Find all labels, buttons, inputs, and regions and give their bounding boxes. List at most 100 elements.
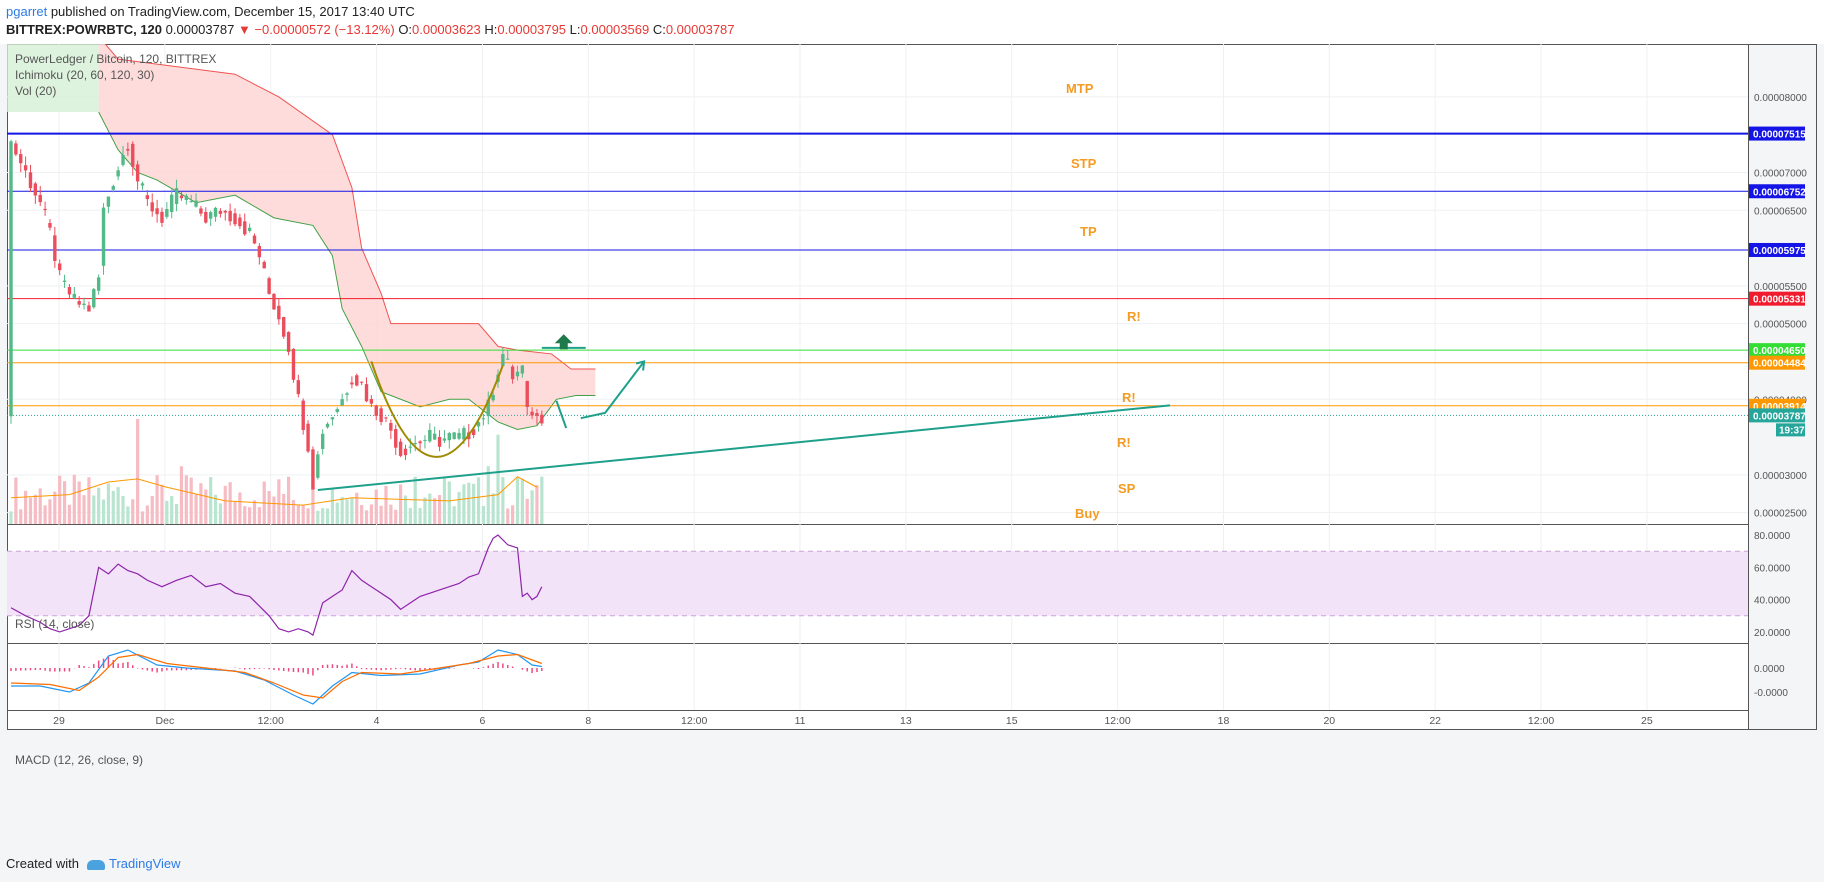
- close-value: 0.00003787: [665, 22, 735, 37]
- volume-bar: [306, 508, 310, 524]
- volume-bar: [116, 487, 120, 524]
- candle-body: [267, 278, 271, 294]
- time-tick-label: 6: [480, 715, 486, 727]
- candle-body: [379, 408, 383, 422]
- level-price-label: 0.00003914: [1753, 402, 1806, 413]
- volume-bar: [496, 434, 500, 524]
- candle-body: [121, 154, 125, 165]
- volume-bar: [165, 500, 169, 524]
- volume-bar: [350, 497, 354, 524]
- volume-bar: [82, 495, 86, 524]
- annotation-stp: STP: [1071, 156, 1097, 171]
- candle-body: [14, 143, 18, 155]
- volume-bar: [447, 481, 451, 524]
- volume-bar: [486, 466, 490, 524]
- volume-bar: [101, 499, 106, 524]
- low-label: L:: [569, 22, 581, 37]
- volume-bar: [24, 490, 28, 524]
- volume-bar: [330, 489, 335, 524]
- volume-bar: [389, 504, 393, 524]
- level-price-label: 0.00004484: [1753, 359, 1806, 370]
- volume-bar: [272, 496, 276, 524]
- axes: 29 Dec 12:00 4 6 8 12:00 11 13 15 12:00 18 20 22 12:00…: [53, 93, 1807, 727]
- candle-body: [374, 405, 378, 416]
- candle-body: [174, 188, 179, 205]
- volume-bar: [131, 499, 135, 524]
- candle-body: [213, 207, 218, 217]
- volume-bar: [515, 476, 520, 524]
- price-tick-label: 0.00008000: [1754, 93, 1807, 104]
- candle-body: [189, 201, 193, 203]
- chart-border: [7, 44, 1817, 730]
- volume-bar: [374, 489, 378, 524]
- candle-body: [540, 414, 544, 424]
- candle-body: [408, 446, 413, 448]
- volume-bar: [403, 495, 408, 524]
- volume-bar: [428, 493, 432, 524]
- volume-bar: [457, 491, 461, 524]
- candle-body: [111, 186, 115, 190]
- volume-bar: [535, 485, 539, 524]
- candle-body: [301, 400, 305, 430]
- annotation-buy: Buy: [1075, 506, 1100, 521]
- countdown-label: 19:37: [1779, 425, 1805, 436]
- macd-line: [11, 649, 542, 705]
- level-price-badge: [1749, 126, 1805, 141]
- candle-body: [38, 194, 42, 203]
- volume-bar: [248, 507, 252, 524]
- candle-body: [364, 384, 369, 402]
- candle-body: [471, 429, 476, 436]
- level-price-label: 0.00004650: [1753, 346, 1806, 357]
- volume-bar: [43, 505, 47, 524]
- price-tick-label: 0.00003000: [1754, 471, 1807, 482]
- signal-line: [10, 653, 543, 699]
- candle-body: [369, 399, 374, 404]
- macd-pane-background: [7, 644, 1748, 710]
- ohlc-line: BITTREX:POWRBTC, 120 0.00003787 ▼ −0.000…: [6, 22, 735, 37]
- author-link[interactable]: pgarret: [6, 4, 48, 19]
- candle-body: [432, 433, 437, 440]
- macd-tick-label: -0.0000: [1754, 688, 1788, 699]
- price-tick-label: 0.00006500: [1754, 206, 1807, 217]
- volume-bar: [160, 484, 164, 524]
- price-chart-svg[interactable]: 29 Dec 12:00 4 6 8 12:00 11 13 15 12:00 18 20 22 12:00…: [7, 44, 1824, 844]
- level-price-label: 0.00005975: [1753, 246, 1806, 257]
- level-price-label: 0.00007515: [1753, 130, 1806, 141]
- volume-bar: [301, 505, 305, 524]
- last-price-badge: [1749, 408, 1805, 423]
- candle-body: [252, 235, 257, 244]
- candle-body: [515, 371, 520, 377]
- tradingview-logo[interactable]: TradingView: [87, 856, 181, 871]
- volume-bar: [48, 499, 52, 524]
- candle-body: [101, 207, 106, 266]
- cloud-span-a: [104, 44, 596, 370]
- time-tick-label: 18: [1218, 715, 1230, 727]
- time-tick-label: 15: [1006, 715, 1018, 727]
- chart-area[interactable]: 29 Dec 12:00 4 6 8 12:00 11 13 15 12:00 18 20 22 12:00…: [7, 44, 1824, 844]
- volume-bar: [38, 488, 42, 524]
- volume-bar: [97, 487, 101, 524]
- countdown-badge: [1776, 423, 1805, 437]
- last-price-label: 0.00003787: [1753, 411, 1806, 422]
- volume-bar: [77, 481, 81, 524]
- candle-body: [437, 436, 442, 447]
- arrow-head-icon: [635, 360, 646, 371]
- volume-bar: [228, 482, 232, 524]
- candle-body: [204, 211, 208, 223]
- volume-bar: [233, 500, 237, 524]
- volume-bar: [291, 500, 296, 524]
- time-tick-label: 12:00: [258, 715, 284, 727]
- candle-body: [535, 413, 539, 416]
- footer-created-text: Created with: [6, 856, 79, 871]
- candle-body: [67, 287, 72, 295]
- publish-line: pgarret published on TradingView.com, De…: [6, 4, 415, 19]
- change-down-icon: ▼: [237, 22, 251, 37]
- volume-bar: [28, 497, 33, 524]
- price-change: −0.00000572 (−13.12%): [254, 22, 395, 37]
- volume-bar: [33, 494, 37, 524]
- volume-bar: [282, 493, 286, 524]
- volume-bar: [174, 504, 179, 524]
- candle-body: [160, 211, 164, 223]
- volume-bar: [223, 485, 227, 524]
- candle-body: [184, 195, 189, 200]
